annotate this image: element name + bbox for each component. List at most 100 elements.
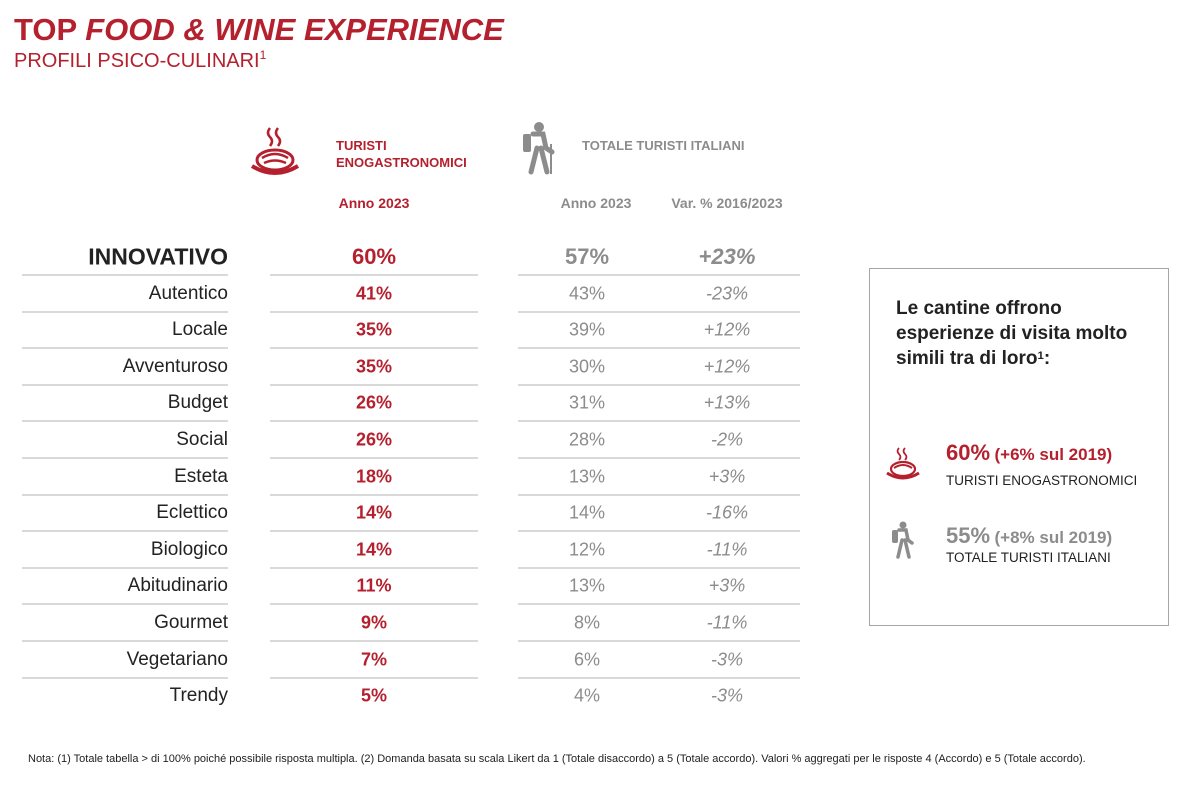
row-separator bbox=[22, 566, 228, 569]
side-text: Le cantine offrono esperienze di visita … bbox=[896, 298, 1128, 369]
food-value: 11% bbox=[356, 575, 392, 596]
food-value: 14% bbox=[355, 502, 393, 523]
title-plain: TOP bbox=[14, 12, 77, 47]
row-separator bbox=[518, 640, 800, 642]
variation-value: +12% bbox=[703, 319, 751, 340]
food-value: 9% bbox=[360, 612, 388, 633]
row-separator bbox=[270, 274, 478, 276]
row-separator bbox=[22, 676, 228, 679]
food-value: 35% bbox=[355, 319, 393, 340]
row-separator bbox=[518, 274, 800, 276]
row-separator bbox=[22, 603, 228, 606]
row-separator bbox=[518, 383, 800, 386]
row-separator bbox=[22, 530, 228, 533]
total-value: 13% bbox=[568, 575, 606, 596]
row-separator bbox=[22, 457, 228, 459]
row-label: Avventuroso bbox=[122, 355, 228, 377]
row-separator bbox=[518, 530, 800, 533]
food-value: 5% bbox=[360, 685, 388, 706]
total-value: 14% bbox=[568, 502, 606, 523]
total-value: 13% bbox=[568, 466, 606, 487]
row-label: Locale bbox=[172, 319, 228, 341]
variation-value: +13% bbox=[703, 392, 751, 413]
food-value: 41% bbox=[355, 283, 393, 304]
row-separator bbox=[518, 603, 800, 606]
stat-change: (+6% sul 2019) bbox=[994, 445, 1113, 464]
total-value: 43% bbox=[568, 283, 606, 304]
row-label: Vegetariano bbox=[126, 648, 228, 670]
column-group-total: TOTALE TURISTI ITALIANI bbox=[582, 138, 745, 153]
row-separator bbox=[22, 420, 228, 423]
row-separator bbox=[270, 566, 478, 569]
total-value: 31% bbox=[568, 392, 606, 413]
row-separator bbox=[270, 603, 478, 606]
row-separator bbox=[22, 383, 228, 386]
side-box bbox=[869, 268, 1169, 626]
food-value: 7% bbox=[360, 649, 388, 670]
variation-value: -3% bbox=[710, 649, 744, 670]
footnote: Nota: (1) Totale tabella > di 100% poich… bbox=[28, 753, 1086, 765]
row-separator bbox=[270, 420, 478, 423]
total-value: 6% bbox=[573, 649, 601, 670]
food-icon-small bbox=[886, 447, 920, 480]
food-value: 18% bbox=[355, 466, 393, 487]
food-icon bbox=[250, 127, 300, 175]
row-separator bbox=[270, 676, 478, 679]
total-value: 39% bbox=[568, 319, 606, 340]
row-label: Autentico bbox=[148, 282, 228, 304]
row-separator bbox=[518, 347, 800, 350]
row-label: Abitudinario bbox=[127, 575, 228, 597]
row-label: Gourmet bbox=[154, 612, 228, 633]
variation-value: +23% bbox=[698, 244, 756, 269]
total-value: 8% bbox=[573, 612, 601, 633]
column-group-food: TURISTI ENOGASTRONOMICI bbox=[336, 138, 467, 170]
row-label: Budget bbox=[167, 392, 228, 414]
subtitle-note: 1 bbox=[259, 48, 267, 62]
row-separator bbox=[518, 457, 800, 459]
row-separator bbox=[518, 676, 800, 679]
side-note: 1 bbox=[1037, 350, 1044, 362]
row-separator bbox=[518, 566, 800, 569]
row-label: Eclettico bbox=[156, 502, 228, 524]
total-value: 30% bbox=[568, 356, 606, 377]
hiker-icon bbox=[523, 122, 555, 175]
row-separator bbox=[22, 274, 228, 276]
variation-value: +12% bbox=[703, 356, 751, 377]
stat-value: 55% bbox=[946, 523, 991, 548]
total-value: 4% bbox=[573, 685, 601, 706]
stat-line: 60% (+6% sul 2019) bbox=[946, 440, 1112, 466]
subtitle-text: PROFILI PSICO-CULINARI bbox=[14, 50, 260, 72]
column-header: Anno 2023 bbox=[560, 195, 632, 211]
subtitle: PROFILI PSICO-CULINARI1 bbox=[14, 48, 267, 73]
row-separator bbox=[518, 420, 800, 423]
row-separator bbox=[22, 310, 228, 313]
stat-label: TOTALE TURISTI ITALIANI bbox=[946, 550, 1111, 565]
row-separator bbox=[270, 457, 478, 459]
total-value: 12% bbox=[568, 539, 606, 560]
variation-value: -23% bbox=[705, 283, 749, 304]
row-label: Social bbox=[176, 429, 228, 450]
column-header: Var. % 2016/2023 bbox=[671, 195, 783, 211]
title: TOP FOOD & WINE EXPERIENCE bbox=[14, 12, 504, 48]
row-label: Biologico bbox=[150, 538, 228, 560]
food-value: 14% bbox=[355, 539, 393, 560]
stat-change: (+8% sul 2019) bbox=[994, 528, 1113, 547]
row-label: Esteta bbox=[174, 465, 228, 487]
total-value: 57% bbox=[564, 244, 610, 269]
row-separator bbox=[518, 310, 800, 313]
food-value: 60% bbox=[351, 244, 397, 269]
side-box-text: Le cantine offrono esperienze di visita … bbox=[896, 296, 1156, 371]
food-value: 35% bbox=[355, 356, 393, 377]
row-separator bbox=[22, 493, 228, 496]
variation-value: -11% bbox=[706, 539, 748, 560]
row-separator bbox=[270, 383, 478, 386]
row-separator bbox=[270, 530, 478, 533]
total-value: 28% bbox=[568, 429, 606, 450]
row-separator bbox=[270, 493, 478, 496]
row-label: INNOVATIVO bbox=[88, 243, 228, 270]
food-value: 26% bbox=[355, 392, 393, 413]
row-separator bbox=[22, 347, 228, 350]
variation-value: -16% bbox=[705, 502, 749, 523]
row-separator bbox=[22, 640, 228, 642]
